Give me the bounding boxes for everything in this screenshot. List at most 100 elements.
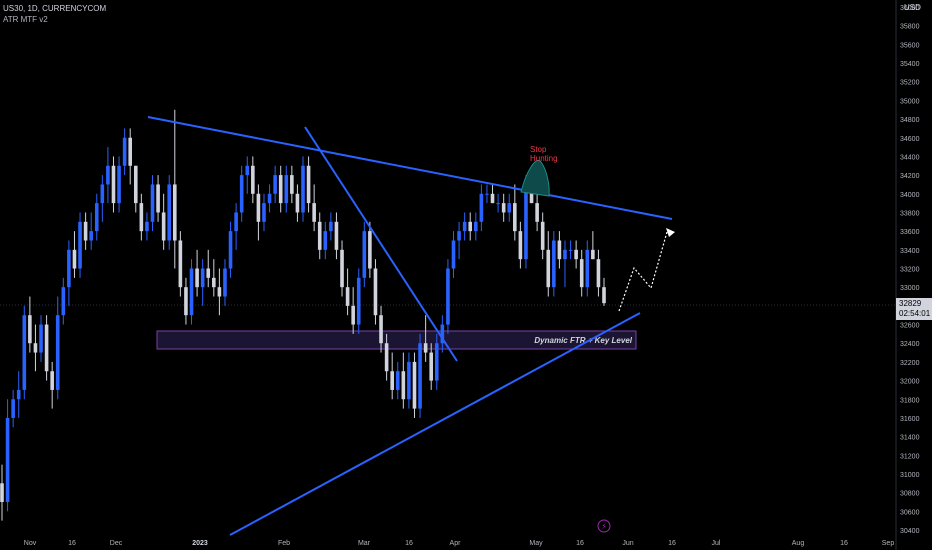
candle-body [334, 221, 339, 250]
time-axis[interactable]: Nov 16 Dec 2023 Feb Mar 16 Apr May 16 Jun 16 Jul Aug 1… [24, 540, 895, 547]
candle-body [33, 343, 38, 353]
candle-body [267, 193, 272, 204]
price-axis[interactable]: 30400 30600 30800 31000 31200 31400 31600 31800… [895, 0, 920, 550]
price-tick-label: 32400 [900, 341, 920, 348]
candle-body [429, 352, 434, 381]
currency-label: USD [904, 3, 921, 12]
candle-body [451, 240, 456, 269]
candle-body [139, 203, 144, 232]
candle-body [323, 231, 328, 250]
upper-trendline[interactable] [147, 116, 673, 220]
time-tick-label: 16 [840, 540, 848, 547]
price-tick-label: 30400 [900, 528, 920, 535]
price-tick-label: 34200 [900, 173, 920, 180]
candle-body [468, 221, 473, 232]
candle-body [557, 240, 562, 260]
candle-body [362, 231, 367, 278]
candle-body [351, 305, 355, 325]
candle-body [345, 287, 350, 306]
candle-body [0, 483, 4, 502]
indicator-header[interactable]: ATR MTF v2 [3, 15, 48, 24]
candle-body [563, 249, 567, 260]
candle-body [72, 249, 77, 269]
price-tick-label: 32000 [900, 379, 920, 386]
price-tick-label: 34000 [900, 192, 920, 199]
candle-body [585, 249, 590, 288]
time-tick-label: Jun [622, 540, 633, 547]
candle-body [273, 175, 277, 194]
candle-body [568, 249, 573, 251]
price-tick-label: 34800 [900, 117, 920, 124]
candle-body [22, 315, 27, 390]
price-tick-label: 31400 [900, 435, 920, 442]
candle-body [446, 268, 450, 325]
candle-body [217, 287, 222, 297]
price-tick-label: 33600 [900, 229, 920, 236]
stop-hunt-shape [520, 159, 550, 197]
candle-body [312, 203, 316, 222]
candle-body [106, 165, 110, 185]
candle-body [78, 221, 82, 269]
flash-glyph: ⚡ [601, 522, 607, 531]
candle-body [524, 184, 528, 260]
candle-body [172, 184, 177, 241]
price-tick-label: 33200 [900, 267, 920, 274]
symbol-header[interactable]: US30, 1D, CURRENCYCOM [3, 4, 107, 13]
candle-body [496, 203, 500, 205]
time-tick-label: Sep [882, 540, 895, 547]
time-tick-label: Nov [24, 540, 37, 547]
candle-body [457, 231, 461, 241]
time-tick-label: May [529, 540, 543, 547]
time-tick-label: 16 [668, 540, 676, 547]
candle-body [440, 324, 445, 344]
price-tick-label: 35000 [900, 98, 920, 105]
candle-body [100, 184, 105, 204]
candle-body [540, 221, 545, 250]
candle-body [117, 165, 121, 204]
time-tick-label: 16 [576, 540, 584, 547]
candle-body [256, 193, 261, 222]
flash-event-icon[interactable] [597, 519, 611, 533]
time-tick-label: Dec [110, 540, 123, 547]
price-tick-label: 32600 [900, 323, 920, 330]
candle-body [412, 361, 417, 409]
candle-body [535, 203, 539, 222]
price-tick-label: 35200 [900, 80, 920, 87]
candle-body [161, 212, 166, 241]
candle-body [423, 343, 428, 353]
candle-body [284, 175, 289, 204]
price-tick-label: 34400 [900, 154, 920, 161]
price-tick-label: 30800 [900, 491, 920, 498]
price-tick-label: 32200 [900, 360, 920, 367]
lower-trendline[interactable] [229, 312, 641, 536]
candle-body [44, 324, 49, 372]
candle-body [329, 221, 333, 232]
candle-body [83, 221, 88, 241]
price-tick-label: 33800 [900, 210, 920, 217]
candle-body [167, 184, 172, 241]
candle-body [591, 249, 595, 260]
down-trendline[interactable] [304, 126, 458, 362]
price-tick-label: 31000 [900, 472, 920, 479]
price-tick-label: 34600 [900, 136, 920, 143]
candle-body [156, 184, 160, 213]
candle-body [223, 268, 227, 297]
last-price-value: 32829 [899, 299, 922, 308]
candle-body [501, 203, 506, 213]
key-level-zone[interactable] [156, 330, 637, 350]
zone-label: Dynamic FTR + Key Level [534, 336, 632, 345]
price-tick-label: 36000 [900, 5, 920, 12]
stop-hunt-label-1: Stop [530, 145, 547, 154]
countdown-value: 02:54:01 [899, 309, 931, 318]
candle-body [373, 268, 378, 316]
candle-body [50, 371, 54, 390]
candle-body [184, 287, 188, 316]
candle-body [234, 212, 238, 232]
candle-body [67, 249, 71, 288]
price-tick-label: 35400 [900, 61, 920, 68]
candle-body [195, 268, 199, 288]
candle-body [122, 137, 127, 166]
candle-body [189, 268, 194, 316]
